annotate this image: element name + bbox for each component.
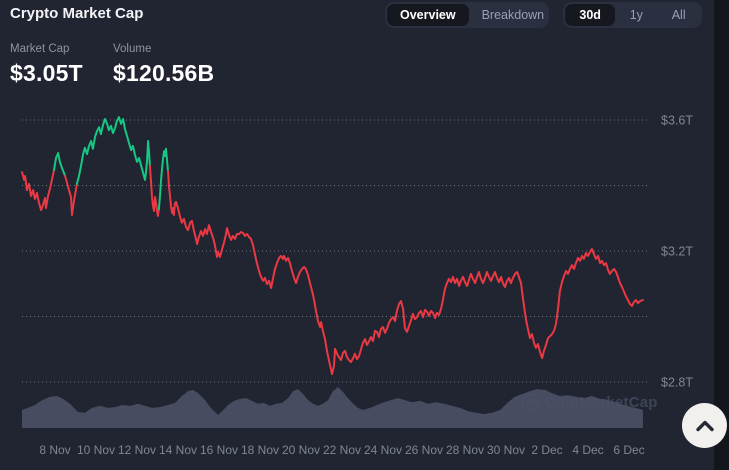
x-axis-label: 12 Nov [118,443,156,457]
stat-market-cap: Market Cap $3.05T [10,43,103,87]
tab-breakdown[interactable]: Breakdown [469,4,558,26]
price-line-down [148,164,160,217]
price-line-up [53,152,67,177]
market-cap-label: Market Cap [10,43,70,55]
volume-label: Volume [113,43,152,55]
x-axis-label: 20 Nov [282,443,320,457]
price-line-up [157,147,169,211]
range-30d[interactable]: 30d [565,4,616,26]
range-1y[interactable]: 1y [615,4,657,26]
volume-value: $120.56B [113,60,215,86]
scroll-to-top-button[interactable] [682,403,727,448]
x-axis-label: 16 Nov [200,443,238,457]
price-line-down [167,170,644,376]
y-axis-label: $3.6T [661,114,693,128]
volume-area [22,387,643,428]
x-axis-label: 30 Nov [487,443,525,457]
page-title: Crypto Market Cap [10,5,144,22]
market-cap-value: $3.05T [10,60,83,86]
x-axis-label: 8 Nov [39,443,70,457]
x-axis-label: 18 Nov [241,443,279,457]
price-line-up [75,116,151,185]
chart-panel [0,0,714,470]
x-axis-label: 6 Dec [613,443,644,457]
y-axis-label: $3.2T [661,245,693,259]
range-toggle: 30d 1y All [563,2,702,28]
x-axis-label: 10 Nov [77,443,115,457]
x-axis-label: 14 Nov [159,443,197,457]
price-line-down [64,175,78,216]
tab-overview[interactable]: Overview [387,4,469,26]
x-axis-label: 24 Nov [364,443,402,457]
x-axis-label: 26 Nov [405,443,443,457]
x-axis-label: 22 Nov [323,443,361,457]
chevron-up-icon [695,420,714,431]
view-toggle: Overview Breakdown [385,2,549,28]
page-edge-strip [714,0,729,470]
stats-row: Market Cap $3.05T Volume $120.56B [10,43,214,87]
price-line-down [21,169,55,212]
x-axis-label: 4 Dec [572,443,603,457]
x-axis-label: 28 Nov [446,443,484,457]
x-axis-label: 2 Dec [531,443,562,457]
stat-volume: Volume $120.56B [113,43,214,87]
y-axis-label: $2.8T [661,376,693,390]
range-all[interactable]: All [657,4,700,26]
